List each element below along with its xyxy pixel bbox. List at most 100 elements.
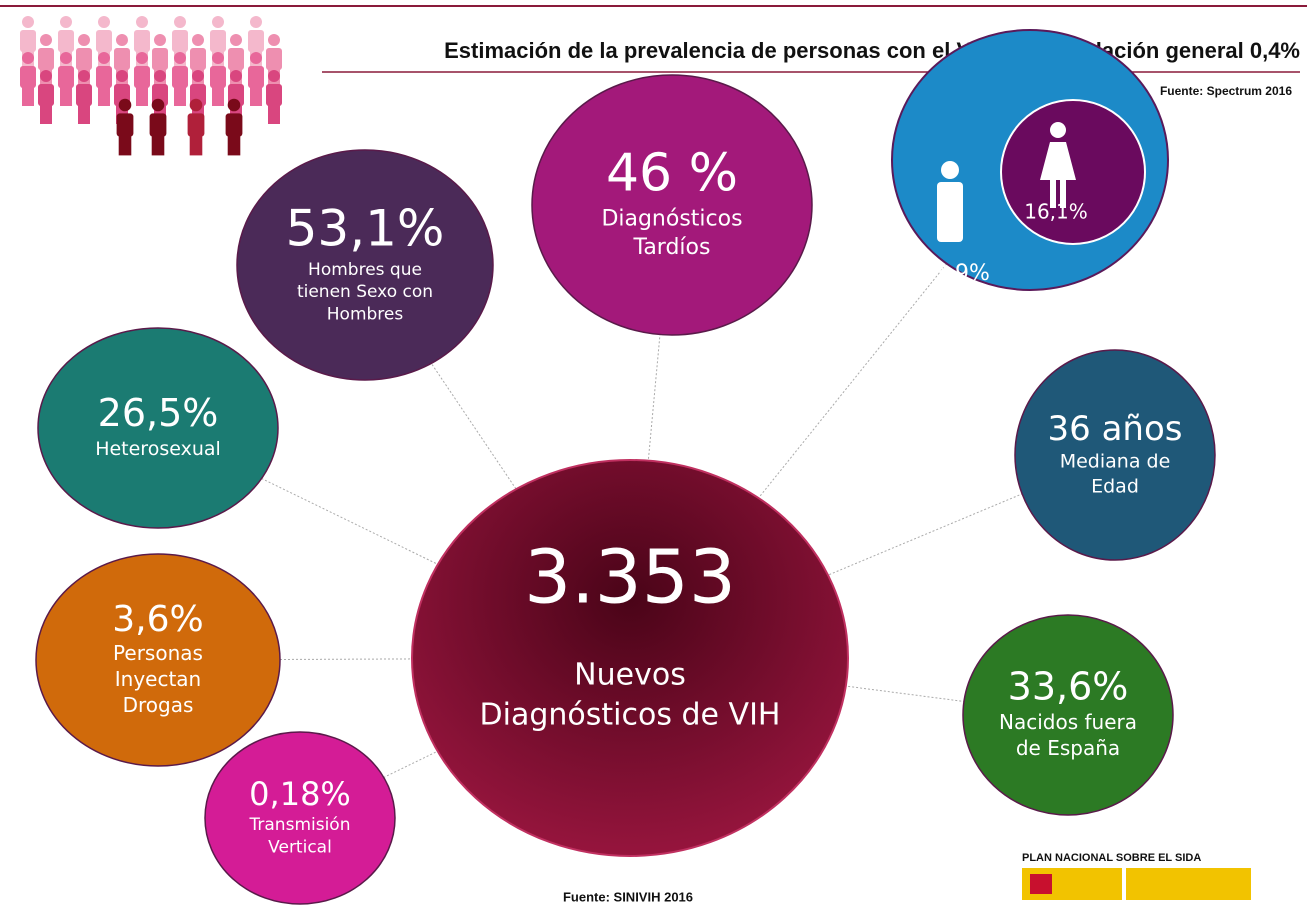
center-label: Nuevos [574, 658, 686, 693]
node-label: Hombres que [308, 260, 422, 280]
person-body [134, 66, 150, 88]
person-legs [60, 86, 72, 106]
person-head [40, 34, 52, 46]
person-legs [40, 104, 52, 124]
person-head [154, 34, 166, 46]
node-label: Mediana de [1060, 451, 1171, 473]
person-head [174, 16, 186, 28]
person-body [266, 48, 282, 70]
person-head [136, 16, 148, 28]
person-body [116, 113, 134, 137]
person-head [40, 70, 52, 82]
person-head [250, 52, 262, 64]
node-circle [962, 614, 1174, 816]
node-label: Tardíos [633, 235, 711, 260]
node-value: 36 años [1048, 409, 1183, 449]
person-body [38, 84, 54, 106]
logo: PLAN NACIONAL SOBRE EL SIDA [1022, 852, 1251, 900]
person-legs [174, 86, 186, 106]
node-value: 3,6% [112, 599, 203, 640]
person-legs [189, 134, 203, 156]
person-body [76, 48, 92, 70]
person-head [189, 98, 203, 112]
center-label: Diagnósticos de VIH [480, 698, 781, 733]
node-label: Vertical [268, 837, 332, 857]
person-body [210, 66, 226, 88]
woman-body [1040, 142, 1076, 208]
node-circle [1014, 349, 1216, 561]
node-label: Inyectan [115, 667, 201, 691]
node-circle [204, 731, 396, 905]
node-value: 46 % [606, 143, 738, 203]
person-legs [212, 86, 224, 106]
node-value: 0,18% [249, 775, 351, 813]
woman-head [1050, 122, 1066, 138]
men-label: 83,9% [920, 261, 990, 286]
node-circle [37, 327, 279, 529]
person-body [228, 48, 244, 70]
person-body [114, 48, 130, 70]
node-label: Diagnósticos [601, 207, 742, 232]
person-head [116, 70, 128, 82]
person-body [172, 30, 188, 52]
logo-shield [1030, 874, 1052, 894]
person-body [58, 30, 74, 52]
node-value: 33,6% [1008, 665, 1129, 709]
person-body [248, 30, 264, 52]
person-head [227, 98, 241, 112]
person-head [268, 70, 280, 82]
node-label: Hombres [327, 304, 404, 324]
person-body [190, 48, 206, 70]
person-head [268, 34, 280, 46]
node-circle [236, 149, 494, 381]
node-label: tienen Sexo con [297, 282, 433, 302]
man-body [937, 182, 963, 242]
person-legs [250, 86, 262, 106]
logo-block [1126, 868, 1251, 900]
person-body [20, 66, 36, 88]
person-head [154, 70, 166, 82]
person-legs [227, 134, 241, 156]
person-legs [136, 86, 148, 106]
person-head [78, 70, 90, 82]
person-head [78, 34, 90, 46]
node-value: 26,5% [98, 391, 219, 435]
person-legs [151, 134, 165, 156]
person-head [60, 16, 72, 28]
person-legs [22, 86, 34, 106]
man-head [941, 161, 959, 179]
node-label: Drogas [123, 693, 194, 717]
node-label: Heterosexual [95, 438, 221, 460]
person-legs [78, 104, 90, 124]
node-label: Nacidos fuera [999, 710, 1137, 734]
person-head [136, 52, 148, 64]
source-top: Fuente: Spectrum 2016 [1160, 84, 1292, 98]
person-head [230, 34, 242, 46]
person-body [187, 113, 205, 137]
person-body [149, 113, 167, 137]
center-circle [411, 459, 849, 857]
person-body [96, 66, 112, 88]
node-label: de España [1016, 736, 1120, 760]
person-head [212, 52, 224, 64]
node-label: Personas [113, 641, 203, 665]
person-legs [98, 86, 110, 106]
person-body [172, 66, 188, 88]
person-head [174, 52, 186, 64]
person-body [76, 84, 92, 106]
women-label: 16,1% [1024, 200, 1088, 224]
person-legs [118, 134, 132, 156]
person-head [118, 98, 132, 112]
person-body [210, 30, 226, 52]
person-head [151, 98, 165, 112]
people-icon [20, 16, 282, 156]
node-label: Edad [1091, 475, 1139, 497]
node-circle [35, 553, 281, 767]
person-head [192, 34, 204, 46]
person-head [98, 52, 110, 64]
person-head [192, 70, 204, 82]
title: Estimación de la prevalencia de personas… [444, 38, 1300, 63]
person-body [152, 48, 168, 70]
center-value: 3.353 [524, 535, 736, 621]
